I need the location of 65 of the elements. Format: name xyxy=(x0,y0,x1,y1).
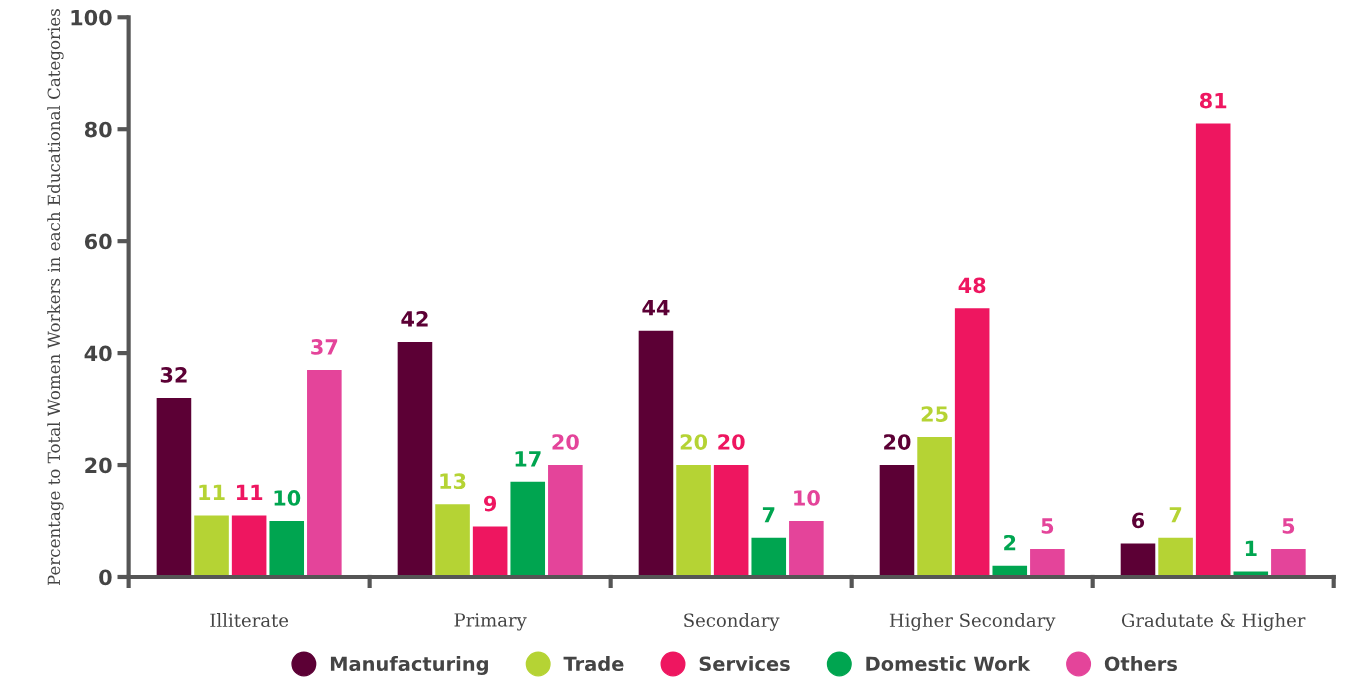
bar xyxy=(435,504,470,577)
data-label: 20 xyxy=(884,434,911,450)
bar xyxy=(1271,549,1306,577)
y-tick-label: 60 xyxy=(84,233,112,250)
data-label: 25 xyxy=(921,406,948,422)
data-label: 32 xyxy=(160,366,187,383)
x-tick-label: Illiterate xyxy=(210,613,289,628)
data-label: 20 xyxy=(552,434,579,450)
y-tick-label: 0 xyxy=(99,569,112,586)
data-label: 44 xyxy=(642,300,670,316)
bar xyxy=(194,515,229,577)
data-label: 5 xyxy=(1282,518,1295,534)
bar xyxy=(879,465,915,577)
bar xyxy=(954,308,990,577)
bar xyxy=(548,465,583,577)
data-label: 81 xyxy=(1199,92,1227,109)
bar xyxy=(751,537,787,577)
data-label: 20 xyxy=(718,434,745,450)
bar xyxy=(1030,549,1065,577)
bar xyxy=(510,481,546,577)
y-tick-label: 80 xyxy=(84,121,112,138)
y-tick-label: 100 xyxy=(71,9,112,26)
legend-label: Trade xyxy=(563,656,624,672)
bar xyxy=(638,330,674,577)
y-tick-label: 20 xyxy=(85,457,112,474)
bar xyxy=(1120,543,1156,577)
legend-label: Others xyxy=(1104,656,1177,672)
data-label: 11 xyxy=(199,484,225,500)
bar xyxy=(269,521,305,577)
data-label: 20 xyxy=(680,434,708,450)
x-tick-label: Secondary xyxy=(684,613,780,631)
bar xyxy=(231,515,267,577)
data-label: 13 xyxy=(440,473,466,490)
data-label: 6 xyxy=(1132,512,1145,529)
x-tick-label: Gradutate & Higher xyxy=(1121,613,1306,631)
data-label: 2 xyxy=(1004,534,1016,551)
bar xyxy=(397,341,433,577)
x-tick-label: Higher Secondary xyxy=(889,613,1056,631)
bar xyxy=(676,465,711,577)
data-label: 48 xyxy=(958,277,986,294)
data-label: 11 xyxy=(236,484,263,500)
bar xyxy=(713,465,749,577)
data-label: 10 xyxy=(274,490,301,506)
bar xyxy=(1195,123,1231,577)
data-label: 17 xyxy=(515,451,541,467)
data-label: 5 xyxy=(1041,518,1054,534)
data-label: 37 xyxy=(311,338,338,355)
y-tick-label: 40 xyxy=(84,345,112,362)
legend-label: Domestic Work xyxy=(866,656,1031,672)
legend-label: Services xyxy=(699,656,790,672)
x-tick-label: Primary xyxy=(454,613,527,631)
data-label: 10 xyxy=(794,490,820,506)
y-axis-title: Percentage to Total Women Workers in each Educational Categories xyxy=(47,9,64,586)
bar xyxy=(789,521,824,577)
bar xyxy=(307,369,342,577)
legend-label: Manufacturing xyxy=(330,656,488,676)
data-label: 7 xyxy=(762,507,775,523)
bar xyxy=(917,437,952,577)
bar xyxy=(472,526,508,577)
data-label: 42 xyxy=(401,311,428,327)
data-label: 9 xyxy=(483,495,497,512)
bar xyxy=(1158,537,1193,577)
data-label: 1 xyxy=(1245,540,1257,556)
data-label: 7 xyxy=(1169,507,1182,523)
bar xyxy=(156,397,192,577)
